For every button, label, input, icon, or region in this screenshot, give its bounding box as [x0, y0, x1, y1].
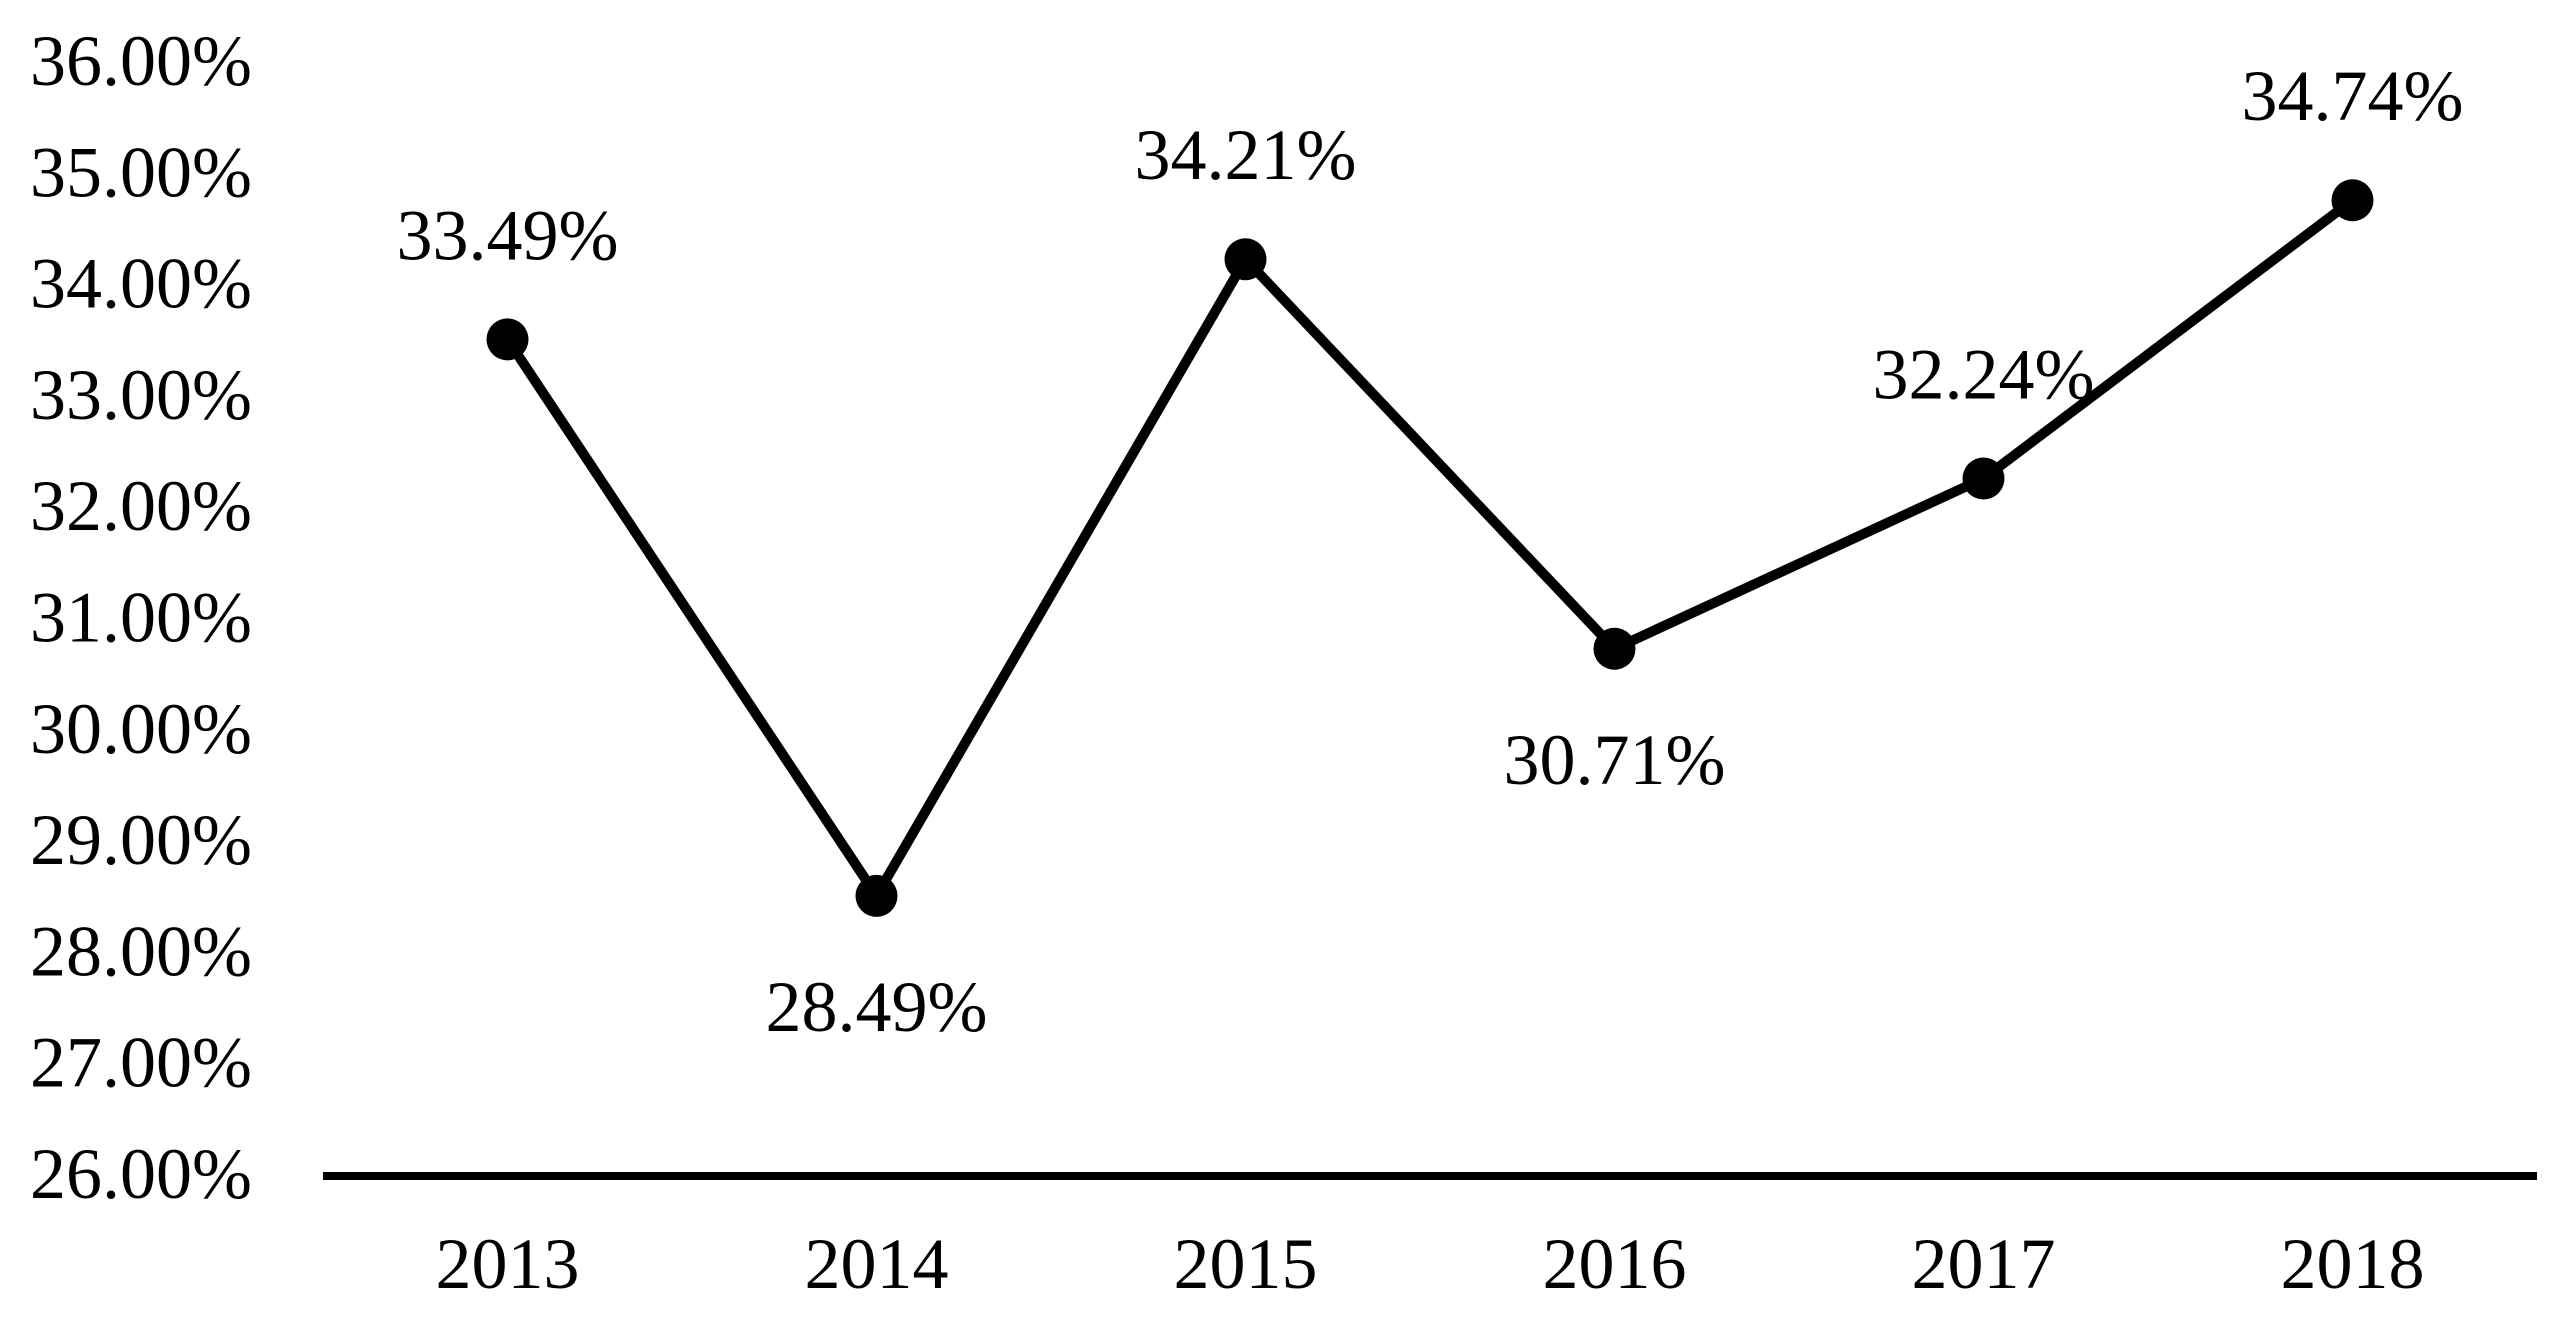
y-axis-tick-label: 32.00% — [30, 466, 252, 546]
data-point-label-2018: 34.74% — [2242, 56, 2464, 136]
y-axis-tick-label: 28.00% — [30, 911, 252, 991]
data-point-label-2013: 33.49% — [397, 195, 619, 275]
y-axis-tick-label: 36.00% — [30, 21, 252, 101]
y-axis-tick-label: 27.00% — [30, 1023, 252, 1103]
x-axis-year-label: 2014 — [805, 1224, 949, 1304]
x-axis-year-label: 2015 — [1174, 1224, 1318, 1304]
data-point-label-2017: 32.24% — [1873, 334, 2095, 414]
data-point-label-2014: 28.49% — [766, 967, 988, 1047]
x-axis-year-label: 2018 — [2281, 1224, 2425, 1304]
data-point-marker-2014 — [855, 874, 898, 917]
y-axis-tick-label: 35.00% — [30, 132, 252, 212]
y-axis-tick-label: 30.00% — [30, 689, 252, 769]
data-point-marker-2016 — [1593, 627, 1636, 670]
x-axis-year-label: 2013 — [436, 1224, 580, 1304]
data-point-marker-2018 — [2331, 179, 2374, 222]
x-axis-year-label: 2016 — [1543, 1224, 1687, 1304]
data-point-label-2015: 34.21% — [1135, 115, 1357, 195]
y-axis-tick-label: 29.00% — [30, 800, 252, 880]
trend-line — [502, 195, 2358, 901]
data-point-marker-2017 — [1962, 457, 2005, 500]
y-axis-tick-label: 26.00% — [30, 1134, 252, 1214]
y-axis-tick-label: 33.00% — [30, 355, 252, 435]
data-point-marker-2015 — [1224, 238, 1267, 281]
y-axis-tick-label: 34.00% — [30, 244, 252, 324]
y-axis-tick-label: 31.00% — [30, 578, 252, 658]
x-axis-year-label: 2017 — [1912, 1224, 2056, 1304]
data-point-label-2016: 30.71% — [1504, 720, 1726, 800]
data-point-marker-2013 — [486, 318, 529, 361]
